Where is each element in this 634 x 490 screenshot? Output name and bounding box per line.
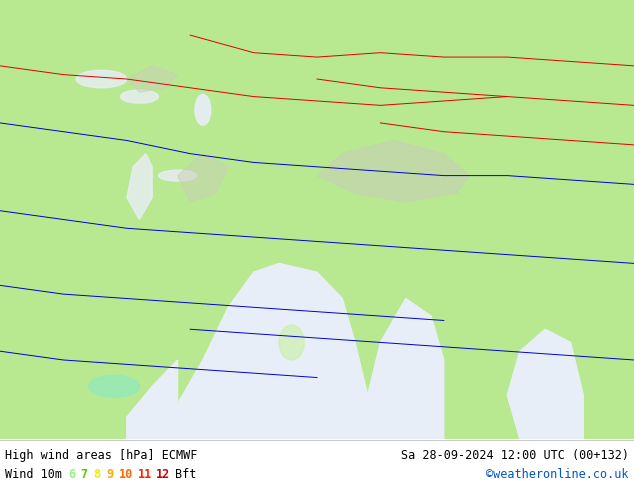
Text: Sa 28-09-2024 12:00 UTC (00+132): Sa 28-09-2024 12:00 UTC (00+132): [401, 449, 629, 462]
Text: 9: 9: [106, 468, 113, 481]
Ellipse shape: [158, 170, 197, 181]
Polygon shape: [127, 66, 178, 92]
Polygon shape: [178, 154, 228, 202]
Text: 12: 12: [157, 468, 171, 481]
Text: 6: 6: [68, 468, 75, 481]
Text: 10: 10: [119, 468, 133, 481]
Ellipse shape: [279, 325, 304, 360]
Ellipse shape: [195, 95, 210, 125]
Polygon shape: [127, 360, 178, 439]
Text: 11: 11: [138, 468, 152, 481]
Text: High wind areas [hPa] ECMWF: High wind areas [hPa] ECMWF: [5, 449, 197, 462]
Polygon shape: [317, 141, 469, 202]
Polygon shape: [127, 154, 152, 220]
Polygon shape: [507, 329, 583, 439]
Text: ©weatheronline.co.uk: ©weatheronline.co.uk: [486, 468, 629, 481]
Ellipse shape: [89, 375, 139, 397]
Polygon shape: [368, 298, 444, 439]
Ellipse shape: [120, 90, 158, 103]
Text: Bft: Bft: [175, 468, 197, 481]
Ellipse shape: [76, 70, 127, 88]
Text: Wind 10m: Wind 10m: [5, 468, 62, 481]
Polygon shape: [178, 264, 380, 439]
Text: 8: 8: [93, 468, 100, 481]
Text: 7: 7: [81, 468, 88, 481]
